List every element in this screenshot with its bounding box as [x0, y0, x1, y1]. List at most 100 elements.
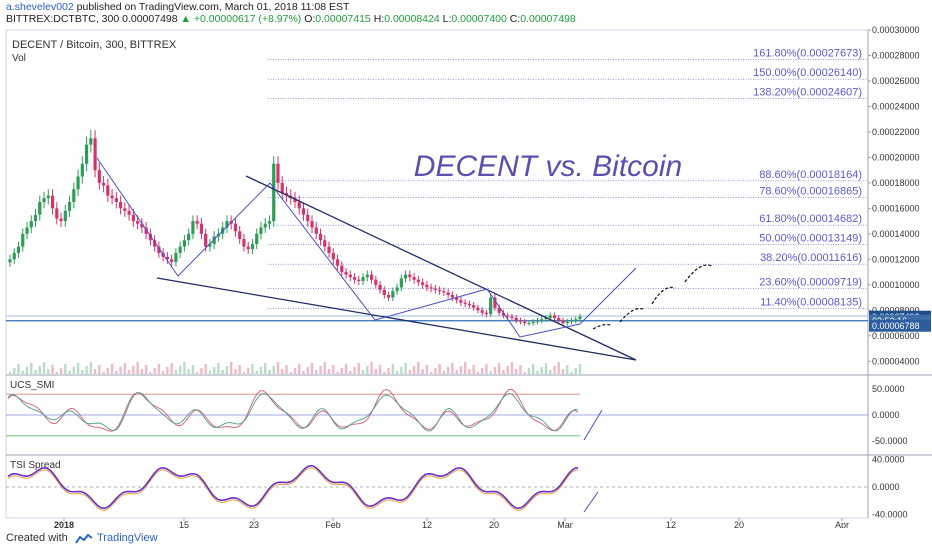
- volume-bar: [463, 362, 467, 374]
- candle-body: [67, 202, 72, 211]
- candle-body: [263, 223, 267, 228]
- candle-body: [318, 233, 323, 241]
- volume-bar: [247, 368, 250, 374]
- candle-body: [421, 282, 425, 285]
- author-link[interactable]: a.shevelev002: [6, 1, 74, 13]
- candle-body: [484, 312, 489, 315]
- candle-body: [110, 195, 114, 199]
- volume-bar: [30, 363, 33, 374]
- volume-bar: [64, 364, 67, 374]
- volume-bar: [140, 369, 144, 374]
- volume-bar: [38, 366, 41, 374]
- candle-body: [531, 321, 535, 324]
- tsi-signal-line: [7, 467, 579, 511]
- volume-bar: [170, 363, 173, 374]
- candle-body: [361, 277, 365, 281]
- volume-bar: [349, 371, 352, 374]
- candle-body: [204, 233, 208, 247]
- candle-body: [467, 303, 472, 306]
- candle-body: [540, 319, 544, 321]
- smi-tick-label: 0.0000: [872, 410, 900, 420]
- candle-body: [365, 274, 369, 278]
- candle-body: [208, 244, 212, 247]
- volume-bar: [8, 372, 12, 374]
- volume-bar: [144, 365, 148, 374]
- volume-bar: [51, 365, 54, 374]
- candle-body: [187, 233, 191, 241]
- candle-body: [301, 208, 306, 215]
- y-tick-label: 0.00022000: [872, 127, 920, 137]
- volume-bar: [383, 372, 386, 374]
- change-value: +0.00000617 (+8.97%): [193, 13, 302, 25]
- candle-body: [391, 291, 395, 298]
- volume-bar: [476, 372, 480, 374]
- volume-bar: [451, 363, 454, 374]
- y-tick-label: 0.00020000: [872, 152, 920, 162]
- volume-bar: [195, 372, 199, 374]
- volume-bar: [506, 366, 509, 374]
- h-value: 0.00008424: [384, 13, 440, 25]
- volume-bar: [336, 372, 339, 374]
- volume-bar: [438, 364, 441, 374]
- candle-body: [55, 208, 59, 219]
- candle-body: [510, 316, 514, 318]
- volume-bar: [502, 370, 505, 374]
- volume-bar: [446, 367, 450, 374]
- volume-bar: [204, 364, 207, 374]
- volume-bar: [536, 371, 539, 374]
- smi-line: [7, 388, 579, 432]
- candle-body: [174, 252, 178, 262]
- volume-bar: [510, 362, 514, 374]
- x-tick-label: 20: [734, 520, 744, 528]
- l-value: 0.00007400: [451, 13, 507, 25]
- candle-body: [131, 214, 135, 222]
- candle-body: [93, 138, 97, 171]
- volume-bar: [93, 369, 97, 374]
- candle-body: [527, 323, 531, 325]
- volume-bar: [442, 371, 446, 374]
- volume-bar: [578, 364, 582, 374]
- last-price: 0.00007498: [122, 13, 178, 25]
- smi-arrow: [583, 409, 603, 441]
- projection-arrow: [619, 307, 646, 323]
- volume-label: Vol: [12, 53, 26, 64]
- volume-bar: [89, 362, 93, 374]
- volume-bar: [264, 363, 267, 374]
- tsi-tick-label: 40.0000: [872, 454, 905, 464]
- volume-bar: [557, 362, 560, 374]
- candle-body: [182, 240, 187, 247]
- candle-body: [284, 193, 289, 196]
- chart-canvas[interactable]: 0.00030000 0.00028000 0.00026000 0.00024000…: [0, 26, 932, 528]
- volume-bar: [76, 363, 80, 374]
- volume-bar: [178, 366, 182, 374]
- candle-body: [38, 202, 42, 215]
- l-label: L:: [442, 13, 452, 25]
- candle-body: [323, 240, 327, 247]
- volume-bar: [425, 365, 429, 374]
- volume-bar: [523, 372, 526, 374]
- candle-body: [497, 307, 501, 313]
- candle-body: [369, 274, 374, 280]
- candle-body: [242, 238, 246, 247]
- candle-body: [489, 297, 493, 315]
- header-line-2: BITTREX:DCTBTC, 300 0.00007498 ▲ +0.0000…: [6, 13, 576, 25]
- volume-bar: [72, 367, 76, 374]
- fib-level-label: 78.60%(0.00016865): [759, 185, 862, 197]
- candle-body: [476, 307, 480, 311]
- y-tick-label: 0.00028000: [872, 50, 920, 60]
- volume-bar: [272, 366, 275, 374]
- candle-body: [561, 320, 565, 324]
- tradingview-brand[interactable]: TradingView: [97, 532, 158, 544]
- candle-body: [144, 227, 148, 234]
- candle-body: [472, 305, 476, 308]
- candle-body: [548, 315, 552, 318]
- volume-bar: [527, 368, 531, 374]
- volume-bar: [532, 364, 535, 374]
- candle-body: [463, 302, 467, 304]
- candle-body: [501, 312, 506, 316]
- volume-bar: [489, 371, 492, 374]
- candle-body: [140, 223, 144, 228]
- candle-body: [178, 246, 182, 253]
- candle-body: [276, 163, 280, 183]
- volume-bar: [183, 362, 186, 374]
